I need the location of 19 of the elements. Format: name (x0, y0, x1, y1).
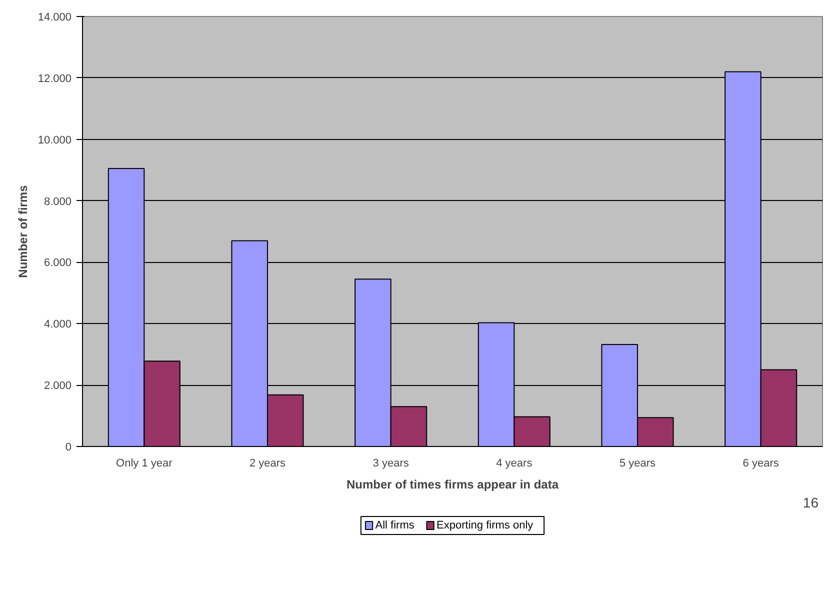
y-tick-label: 12.000 (38, 72, 72, 85)
x-tick-label: Only 1 year (116, 458, 173, 470)
legend-label: Exporting firms only (436, 520, 534, 532)
x-tick-label: 4 years (496, 458, 533, 470)
y-tick-label: 4.000 (44, 318, 72, 331)
y-tick-label: 8.000 (44, 196, 72, 208)
y-tick-label: 2.000 (44, 380, 72, 392)
text: 16 (802, 494, 819, 510)
x-tick-label: 2 years (249, 458, 286, 470)
x-tick-label: 3 years (372, 458, 410, 470)
y-tick-label: 6.000 (44, 257, 72, 270)
x-tick-label: 6 years (742, 458, 780, 470)
y-tick-label: 14.000 (38, 12, 72, 24)
y-axis-title: Number of firms (16, 184, 30, 278)
y-tick-label: 10.000 (38, 134, 72, 146)
y-tick-label: 0 (65, 442, 72, 454)
legend-label: All firms (375, 520, 415, 532)
x-axis-title: Number of times firms appear in data (346, 478, 559, 492)
x-tick-label: 5 years (619, 458, 656, 470)
